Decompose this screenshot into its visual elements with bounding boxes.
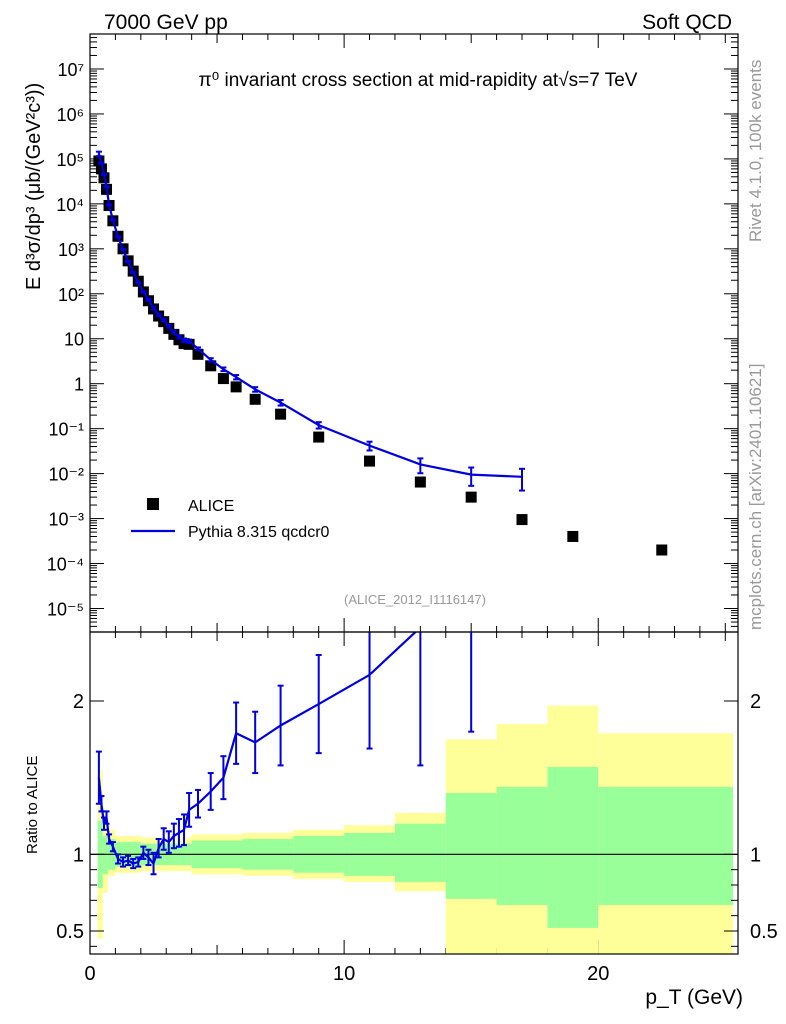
x-tick-label: 20 bbox=[587, 963, 609, 985]
alice-data-point bbox=[93, 155, 105, 167]
ratio-y-axis-label: Ratio to ALICE bbox=[24, 756, 41, 854]
alice-data-point bbox=[192, 348, 204, 360]
y-tick-label-main: 10⁻² bbox=[48, 465, 84, 485]
y-tick-label-main: 10² bbox=[58, 285, 84, 305]
alice-data-point bbox=[567, 530, 579, 542]
y-tick-label-ratio: 1 bbox=[73, 844, 84, 866]
alice-data-point bbox=[249, 393, 261, 405]
legend-alice-label: ALICE bbox=[188, 498, 234, 515]
y-tick-label-ratio-right: 1 bbox=[750, 844, 761, 866]
x-tick-label: 10 bbox=[333, 963, 355, 985]
alice-data-point bbox=[205, 360, 217, 372]
y-tick-label-main: 1 bbox=[74, 375, 84, 395]
alice-data-point bbox=[183, 338, 195, 350]
alice-data-point bbox=[95, 163, 107, 175]
y-tick-label-main: 10 bbox=[64, 330, 84, 350]
rivet-version-label: Rivet 4.1.0, 100k events bbox=[746, 59, 765, 242]
ratio-data-layer bbox=[95, 632, 475, 876]
y-tick-label-ratio: 2 bbox=[73, 691, 84, 713]
alice-data-point bbox=[275, 408, 287, 420]
main-data-layer bbox=[93, 150, 668, 556]
alice-data-point bbox=[364, 455, 376, 467]
alice-data-point bbox=[230, 381, 242, 393]
alice-data-point bbox=[516, 514, 528, 526]
alice-data-point bbox=[656, 544, 668, 556]
y-tick-label-main: 10⁻⁵ bbox=[47, 599, 84, 619]
alice-data-point bbox=[414, 476, 426, 488]
inner-uncertainty-band bbox=[547, 766, 599, 928]
main-y-axis-label: E d³σ/dp³ (μb/(GeV²c³)) bbox=[23, 83, 45, 290]
alice-data-point bbox=[313, 431, 325, 443]
y-tick-label-ratio: 0.5 bbox=[56, 921, 84, 943]
y-tick-label-main: 10⁻³ bbox=[48, 510, 84, 530]
y-tick-label-main: 10³ bbox=[58, 240, 84, 260]
x-axis-label: p_T (GeV) bbox=[645, 986, 743, 1009]
main-axis-ticks: 10⁻⁵10⁻⁴10⁻³10⁻²10⁻¹11010²10³10⁴10⁵10⁶10… bbox=[47, 33, 738, 985]
ratio-clipped-group bbox=[95, 632, 475, 876]
mcplots-source-label: mcplots.cern.ch [arXiv:2401.10621] bbox=[746, 363, 765, 630]
inner-uncertainty-band bbox=[102, 835, 108, 875]
y-tick-label-main: 10⁶ bbox=[57, 105, 84, 125]
alice-data-point bbox=[465, 491, 477, 503]
main-title: π⁰ invariant cross section at mid-rapidi… bbox=[199, 70, 638, 91]
inner-uncertainty-band bbox=[496, 786, 548, 905]
y-tick-label-main: 10⁻¹ bbox=[48, 420, 84, 440]
header-right-label: Soft QCD bbox=[642, 11, 732, 34]
inner-uncertainty-band bbox=[598, 786, 733, 905]
y-tick-label-main: 10⁻⁴ bbox=[47, 555, 84, 575]
ratio-plot-frame bbox=[89, 631, 739, 955]
legend-alice-marker bbox=[147, 498, 159, 510]
y-tick-label-main: 10⁵ bbox=[57, 150, 84, 170]
pythia-series-line bbox=[97, 153, 523, 478]
inner-uncertainty-band bbox=[394, 823, 446, 882]
watermark-label: (ALICE_2012_I1116147) bbox=[344, 592, 486, 607]
y-tick-label-ratio-right: 0.5 bbox=[750, 921, 778, 943]
alice-data-point bbox=[217, 373, 229, 385]
x-tick-label: 0 bbox=[84, 963, 95, 985]
legend-pythia-label: Pythia 8.315 qcdcr0 bbox=[188, 524, 330, 541]
inner-uncertainty-band bbox=[445, 793, 497, 899]
y-tick-label-main: 10⁴ bbox=[56, 195, 84, 215]
y-tick-label-main: 10⁷ bbox=[57, 60, 84, 80]
ratio-uncertainty-bands bbox=[97, 705, 733, 954]
ratio-axis-ticks: 0.5 0.5 1 1 2 2 bbox=[56, 691, 778, 947]
y-tick-label-ratio-right: 2 bbox=[750, 691, 761, 713]
header-left-label: 7000 GeV pp bbox=[104, 11, 228, 34]
